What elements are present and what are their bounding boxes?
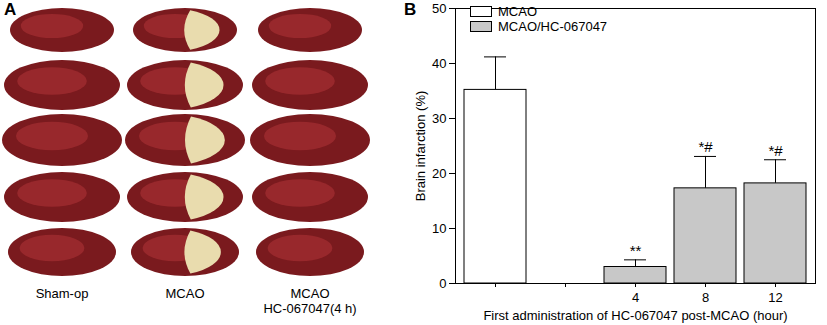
svg-text:Brain infarction (%): Brain infarction (%) xyxy=(413,91,428,202)
svg-text:MCAO: MCAO xyxy=(291,286,330,301)
svg-text:30: 30 xyxy=(432,111,446,126)
svg-text:Sham-op: Sham-op xyxy=(36,286,89,301)
svg-text:MCAO: MCAO xyxy=(166,286,205,301)
svg-text:20: 20 xyxy=(432,166,446,181)
svg-text:0: 0 xyxy=(439,276,446,291)
svg-text:*#: *# xyxy=(768,142,783,159)
svg-text:10: 10 xyxy=(432,221,446,236)
svg-text:8: 8 xyxy=(702,290,709,305)
svg-text:**: ** xyxy=(630,242,642,259)
svg-text:First administration of HC-067: First administration of HC-067047 post-M… xyxy=(483,308,787,323)
svg-text:40: 40 xyxy=(432,56,446,71)
html-text:MCAO: MCAO xyxy=(498,4,537,19)
svg-text:50: 50 xyxy=(432,1,446,16)
svg-text:*#: *# xyxy=(698,138,713,155)
html-text:A: A xyxy=(4,0,17,19)
svg-text:4: 4 xyxy=(632,290,639,305)
svg-text:HC-067047(4 h): HC-067047(4 h) xyxy=(263,301,356,316)
svg-text:12: 12 xyxy=(768,290,782,305)
html-text:MCAO/HC-067047: MCAO/HC-067047 xyxy=(498,19,608,34)
html-text:B: B xyxy=(404,0,417,19)
